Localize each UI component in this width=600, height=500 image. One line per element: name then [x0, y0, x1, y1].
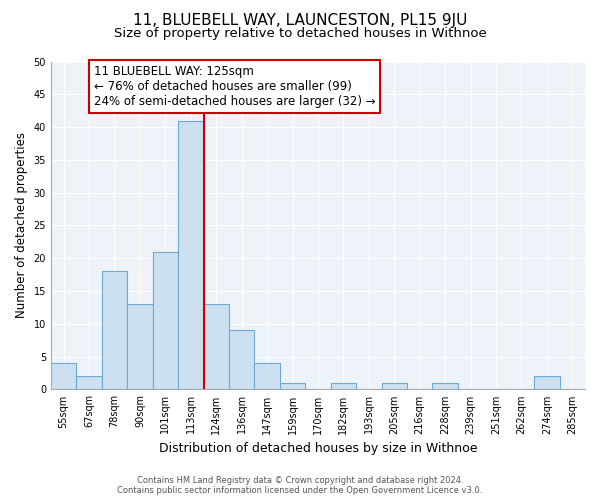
- Bar: [254, 363, 280, 390]
- Bar: [102, 272, 127, 390]
- Text: 11, BLUEBELL WAY, LAUNCESTON, PL15 9JU: 11, BLUEBELL WAY, LAUNCESTON, PL15 9JU: [133, 12, 467, 28]
- Text: 11 BLUEBELL WAY: 125sqm
← 76% of detached houses are smaller (99)
24% of semi-de: 11 BLUEBELL WAY: 125sqm ← 76% of detache…: [94, 65, 375, 108]
- Text: Contains HM Land Registry data © Crown copyright and database right 2024.
Contai: Contains HM Land Registry data © Crown c…: [118, 476, 482, 495]
- Bar: [203, 304, 229, 390]
- Bar: [152, 252, 178, 390]
- Bar: [382, 383, 407, 390]
- Text: Size of property relative to detached houses in Withnoe: Size of property relative to detached ho…: [113, 28, 487, 40]
- Y-axis label: Number of detached properties: Number of detached properties: [15, 132, 28, 318]
- Bar: [51, 363, 76, 390]
- Bar: [178, 120, 203, 390]
- Bar: [127, 304, 152, 390]
- Bar: [229, 330, 254, 390]
- Bar: [534, 376, 560, 390]
- Bar: [280, 383, 305, 390]
- Bar: [331, 383, 356, 390]
- X-axis label: Distribution of detached houses by size in Withnoe: Distribution of detached houses by size …: [159, 442, 477, 455]
- Bar: [76, 376, 102, 390]
- Bar: [433, 383, 458, 390]
